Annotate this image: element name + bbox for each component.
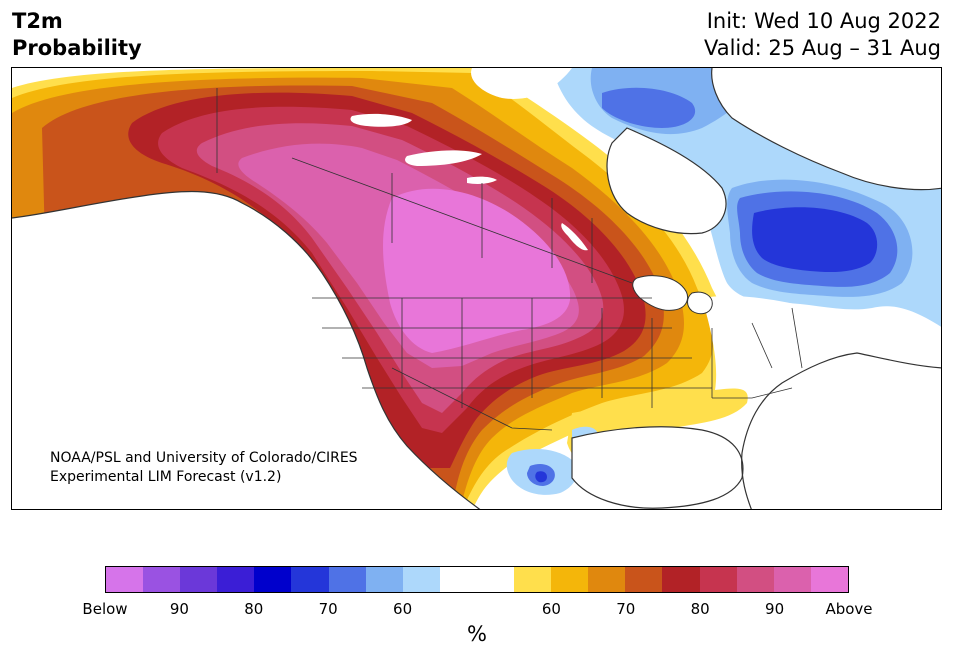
credit-text: NOAA/PSL and University of Colorado/CIRE… <box>50 449 358 487</box>
colorbar-segment <box>810 567 848 592</box>
colorbar-tick-label: 80 <box>690 600 710 618</box>
colorbar-segment <box>180 567 218 592</box>
map-title-line1: T2m <box>12 9 63 33</box>
forecast-info: Init: Wed 10 Aug 2022 Valid: 25 Aug – 31… <box>704 8 941 62</box>
colorbar-tick-label: 60 <box>541 600 561 618</box>
pacific-ocean <box>12 191 480 509</box>
colorbar-segment <box>106 567 144 592</box>
colorbar-tick-label: 90 <box>765 600 785 618</box>
colorbar-tick-label: 70 <box>318 600 338 618</box>
colorbar-segment <box>476 567 515 592</box>
colorbar-tick-label: 70 <box>616 600 636 618</box>
below-80-region <box>752 207 878 273</box>
colorbar-segment <box>625 567 663 592</box>
colorbar-segment <box>662 567 700 592</box>
colorbar-segment <box>588 567 626 592</box>
above-extreme-region <box>383 188 571 353</box>
colorbar-segment <box>254 567 292 592</box>
init-date: Init: Wed 10 Aug 2022 <box>706 9 941 33</box>
colorbar-tick-label: 80 <box>244 600 264 618</box>
colorbar-segment <box>217 567 255 592</box>
coastlines <box>12 68 941 509</box>
gulf-of-mexico <box>572 426 743 509</box>
colorbar-segment <box>365 567 403 592</box>
atlantic-ocean <box>741 353 941 509</box>
canadian-lakes <box>350 113 588 251</box>
political-borders <box>216 88 803 431</box>
colorbar-tick-label: Below <box>82 600 128 618</box>
valid-range: Valid: 25 Aug – 31 Aug <box>703 36 941 60</box>
arctic-ocean <box>471 68 572 99</box>
colorbar-segment <box>328 567 366 592</box>
colorbar-units: % <box>467 622 487 646</box>
colorbar-segment <box>402 567 440 592</box>
colorbar-segment <box>699 567 737 592</box>
colorbar-segment <box>736 567 774 592</box>
forecast-map: NOAA/PSL and University of Colorado/CIRE… <box>11 67 942 510</box>
hudson-bay <box>607 128 726 234</box>
credit-line1: NOAA/PSL and University of Colorado/CIRE… <box>50 450 358 466</box>
map-title: T2m Probability <box>12 8 142 62</box>
map-canvas <box>12 68 941 509</box>
great-lakes <box>632 275 713 315</box>
probability-colorbar <box>105 566 849 593</box>
baffin-sea <box>711 68 941 190</box>
mexico-below-center <box>535 471 547 483</box>
colorbar-segment <box>514 567 552 592</box>
colorbar-segment <box>551 567 589 592</box>
colorbar-tick-label: 60 <box>393 600 413 618</box>
colorbar-segment <box>291 567 329 592</box>
credit-line2: Experimental LIM Forecast (v1.2) <box>50 469 282 485</box>
map-title-line2: Probability <box>12 36 142 60</box>
colorbar-segment <box>439 567 477 592</box>
colorbar-segment <box>143 567 181 592</box>
colorbar-tick-label: Above <box>825 600 873 618</box>
colorbar-segment <box>773 567 811 592</box>
colorbar-tick-label: 90 <box>169 600 189 618</box>
